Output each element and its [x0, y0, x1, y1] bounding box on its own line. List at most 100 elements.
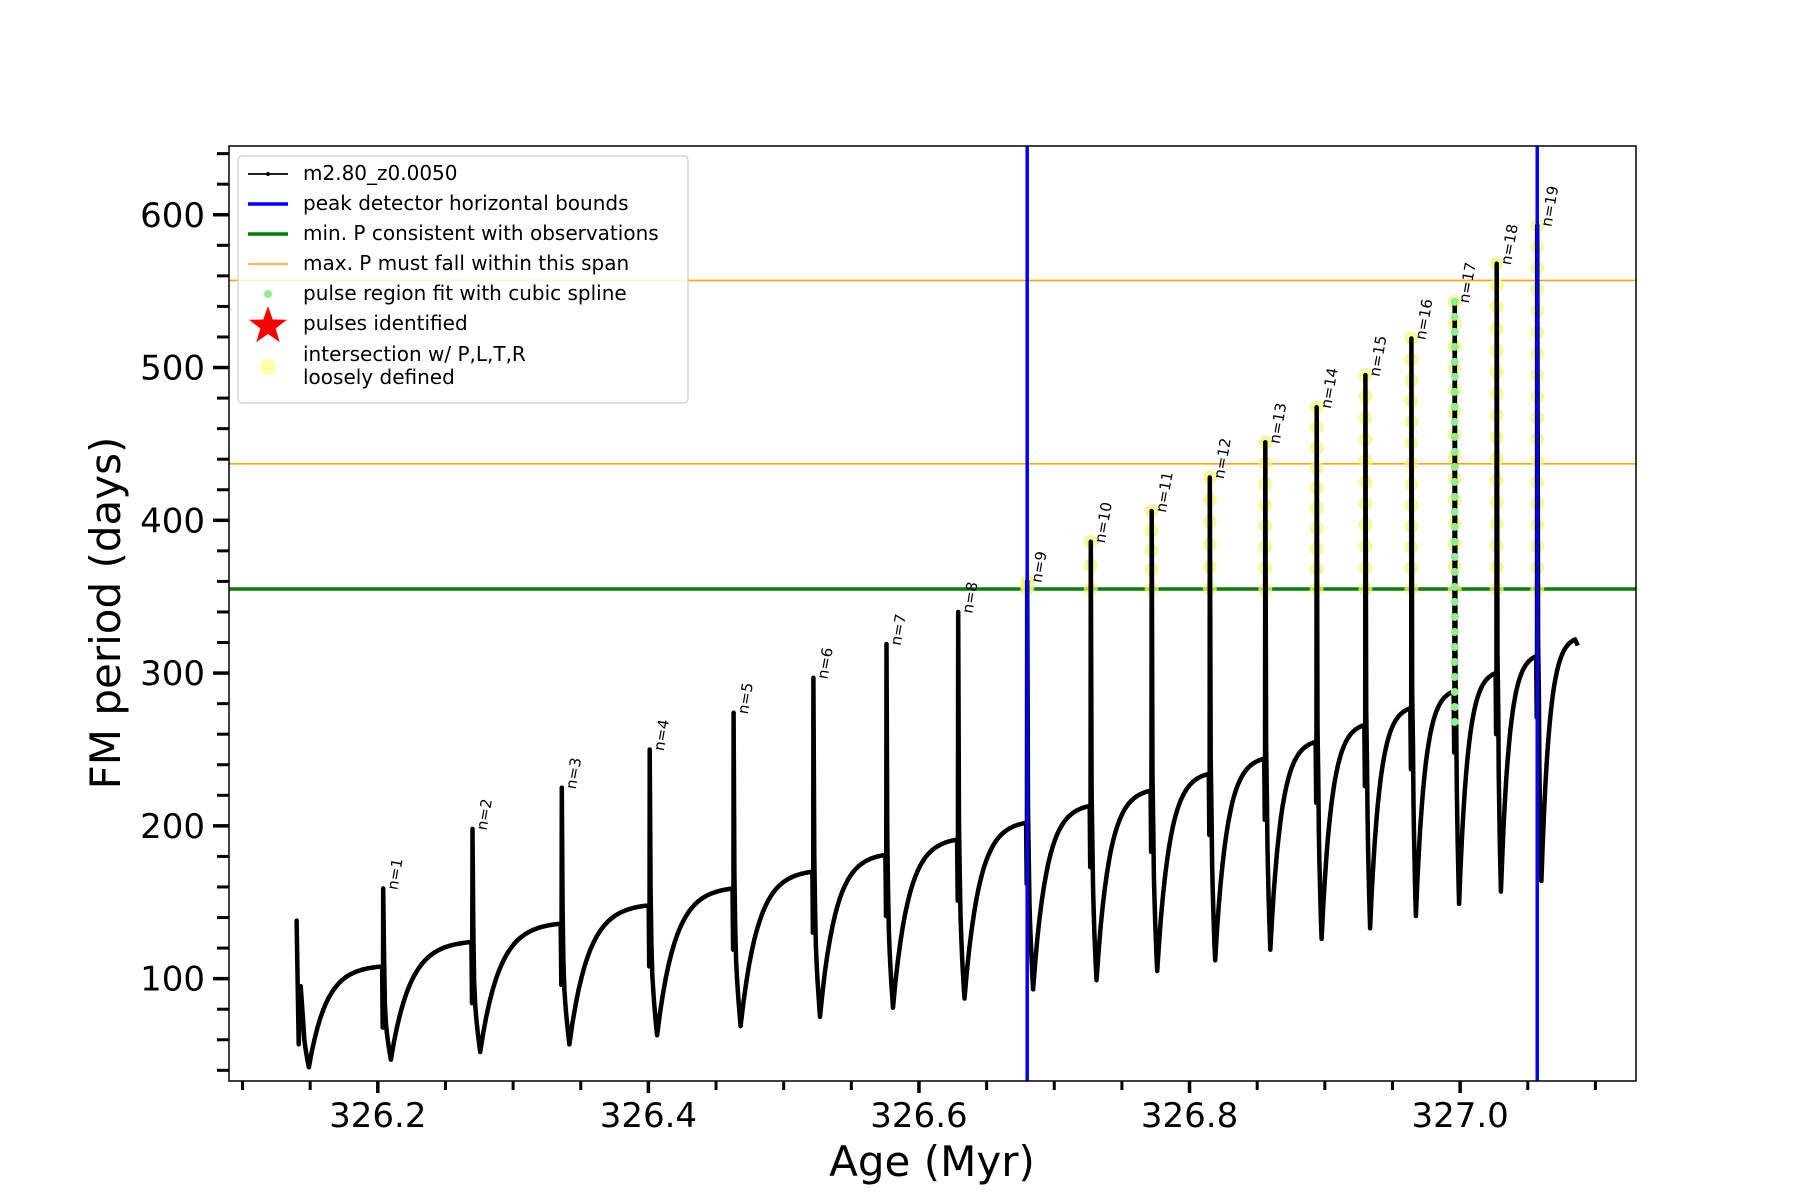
series-point — [1083, 804, 1088, 810]
x-tick-label-326.8: 326.8 — [1141, 1096, 1238, 1136]
legend-label-6: loosely defined — [303, 365, 455, 389]
legend-handle-series-marker — [266, 172, 270, 176]
series-point — [1093, 963, 1099, 969]
series-point — [640, 903, 645, 909]
series-point — [1104, 871, 1110, 876]
series-point — [1544, 762, 1549, 767]
series-point — [964, 969, 970, 975]
series-point — [915, 868, 920, 874]
series-point — [1065, 815, 1071, 820]
series-point — [1497, 828, 1502, 833]
series-point — [983, 859, 989, 865]
series-point — [1166, 844, 1172, 850]
spline-point-n=17 — [1450, 687, 1459, 696]
series-point — [505, 949, 511, 955]
series-point — [961, 983, 966, 989]
series-point — [597, 929, 603, 934]
series-point — [715, 889, 721, 894]
series-point — [1208, 756, 1213, 761]
series-point — [628, 906, 633, 911]
series-point — [855, 864, 860, 870]
spline-point-n=17 — [1450, 672, 1459, 681]
series-point — [925, 852, 930, 858]
series-point — [309, 1049, 314, 1055]
series-point — [650, 972, 655, 977]
series-point — [305, 1060, 311, 1066]
pulse-label-n=15: n=15 — [1366, 334, 1391, 378]
series-point — [1264, 794, 1270, 800]
spline-point-n=17 — [1450, 552, 1459, 561]
series-point — [1302, 744, 1308, 750]
series-point — [1383, 747, 1388, 752]
series-point — [1260, 756, 1265, 762]
series-point — [1398, 711, 1404, 716]
spline-point-n=17 — [1450, 657, 1459, 666]
series-point — [1451, 750, 1457, 755]
series-point — [840, 888, 845, 894]
series-point — [463, 940, 468, 945]
axes: 326.2 326.4 326.6 326.8 327.0 100 200 300 400 500… — [140, 152, 1597, 1136]
series-point — [1377, 787, 1382, 792]
series-point — [1002, 829, 1007, 834]
series-point — [444, 944, 449, 949]
y-tick-label-600: 600 — [140, 196, 205, 236]
series-point — [543, 923, 548, 929]
series-point — [1493, 670, 1498, 676]
pulse-label-n=9: n=9 — [1027, 550, 1050, 584]
spline-point-n=17 — [1450, 477, 1459, 486]
series-point — [1370, 864, 1376, 869]
series-point — [549, 922, 554, 928]
series-point — [563, 1002, 568, 1007]
series-point — [1028, 925, 1033, 930]
series-point — [315, 1025, 320, 1031]
series-point — [1226, 819, 1231, 824]
series-point — [1271, 889, 1277, 894]
legend-handle-circle — [260, 359, 276, 375]
series-point — [1318, 920, 1324, 925]
series-point — [1092, 931, 1097, 937]
series-point — [518, 935, 523, 940]
series-point — [1441, 696, 1446, 701]
series-point — [1432, 713, 1437, 719]
series-point — [860, 860, 865, 866]
legend-label-3: max. P must fall within this span — [303, 251, 629, 275]
series-point — [1435, 706, 1440, 711]
series-point — [1420, 787, 1426, 792]
series-point — [870, 855, 876, 861]
series-point — [743, 980, 749, 985]
series-point — [1557, 659, 1562, 664]
series-point — [476, 1042, 482, 1047]
series-point — [880, 853, 886, 858]
series-point — [1268, 947, 1273, 952]
series-point — [1494, 701, 1499, 706]
spline-point-n=17 — [1450, 582, 1459, 591]
series-point — [1502, 797, 1508, 803]
series-point — [1357, 724, 1362, 730]
series-point — [1289, 766, 1294, 772]
legend-label-0: m2.80_z0.0050 — [303, 161, 458, 185]
series-point — [1170, 823, 1176, 829]
series-point — [1245, 766, 1250, 771]
series-point — [1476, 691, 1481, 697]
series-point — [1202, 772, 1207, 778]
x-tick-label-326.6: 326.6 — [870, 1096, 967, 1136]
pulse-label-n=6: n=6 — [814, 646, 837, 680]
series-point — [591, 939, 596, 945]
series-m2.80_z0.0050 — [294, 223, 1580, 1070]
series-point — [1334, 770, 1339, 775]
series-point — [381, 886, 386, 891]
pulse-label-n=7: n=7 — [887, 613, 910, 647]
series-point — [1282, 794, 1287, 799]
series-point — [565, 1024, 570, 1029]
series-point — [394, 1024, 400, 1029]
series-point — [1174, 808, 1180, 813]
series-point — [348, 971, 354, 977]
series-point — [1380, 764, 1385, 769]
series-point — [1456, 901, 1462, 906]
series-point — [1462, 790, 1467, 795]
series-point — [812, 854, 817, 859]
series-point — [760, 910, 765, 915]
series-point — [1237, 778, 1242, 783]
series-point — [609, 915, 615, 921]
spline-point-n=17 — [1450, 717, 1459, 726]
